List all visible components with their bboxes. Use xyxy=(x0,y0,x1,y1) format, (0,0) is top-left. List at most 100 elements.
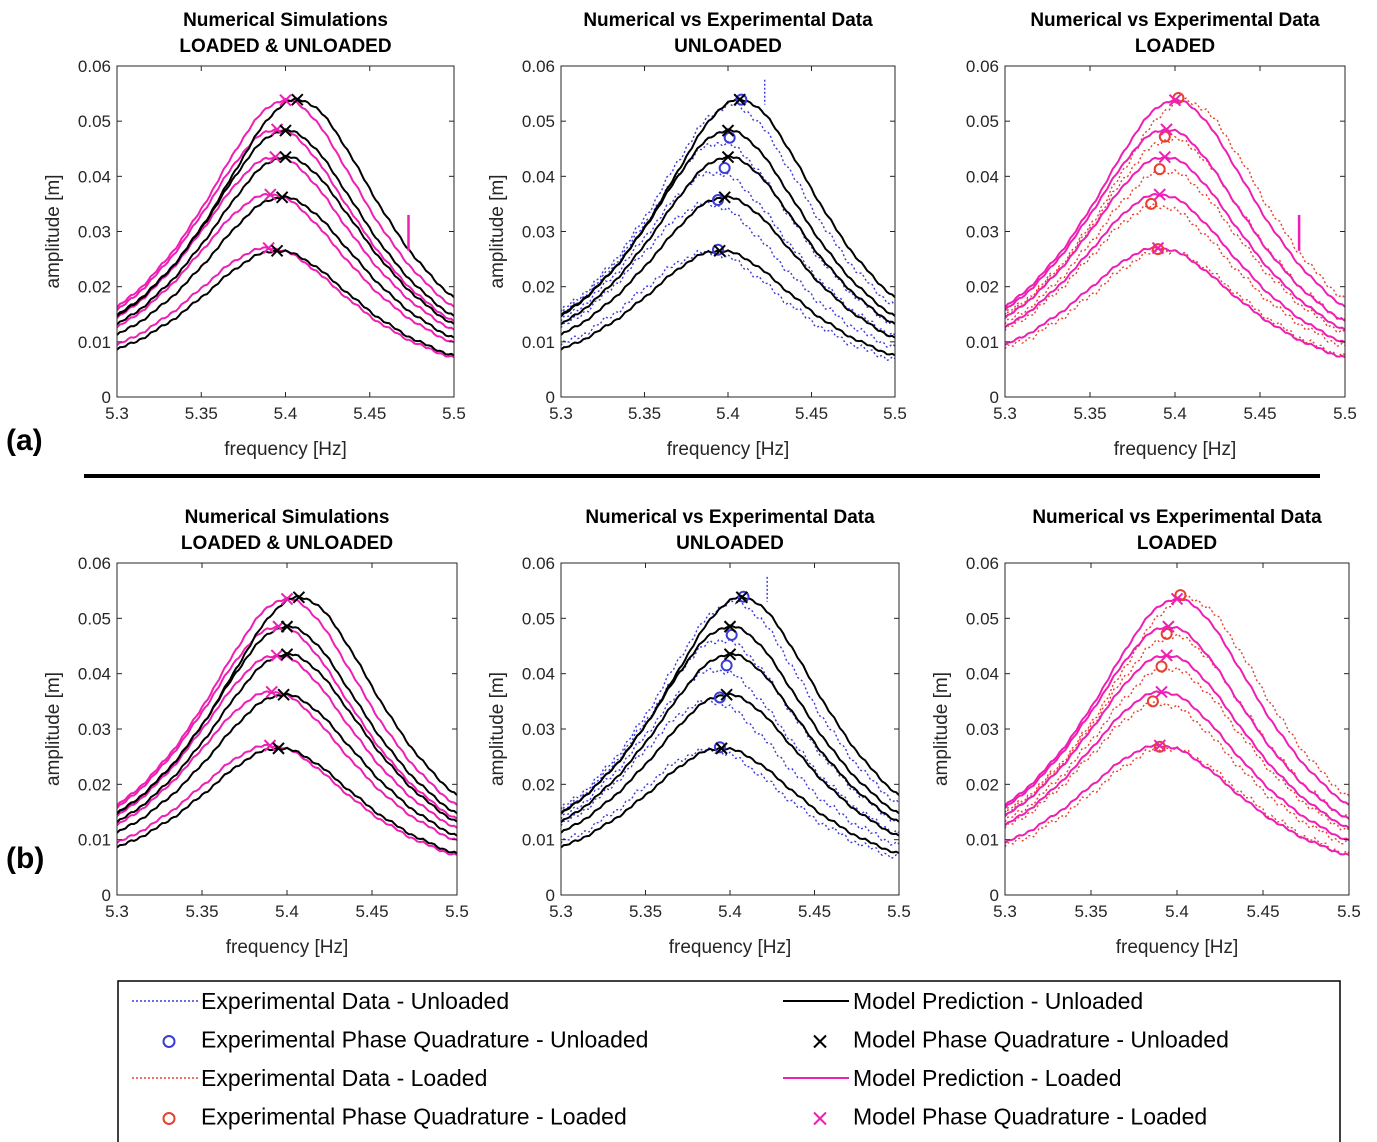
model-phase-quadrature-loaded-marker xyxy=(270,649,284,662)
plot-area xyxy=(561,576,899,859)
y-tick-label: 0.05 xyxy=(966,609,999,628)
model-unloaded-line xyxy=(117,97,454,317)
x-tick-label: 5.5 xyxy=(887,902,911,921)
experimental-phase-quadrature-unloaded-marker xyxy=(735,93,748,106)
chart-title-line: UNLOADED xyxy=(674,36,782,57)
model-unloaded-line xyxy=(117,249,454,357)
y-tick-label: 0 xyxy=(990,886,999,905)
legend: Experimental Data - Unloaded Model Predic… xyxy=(117,980,1341,1142)
legend-item: Model Prediction - Loaded xyxy=(783,1065,1122,1091)
experimental-loaded-line xyxy=(1005,700,1349,845)
plot-area xyxy=(1005,594,1349,856)
axes-box xyxy=(1004,65,1346,398)
experimental-unloaded-line xyxy=(561,698,899,846)
model-phase-quadrature-loaded-marker xyxy=(265,685,278,699)
x-tick-label: 5.45 xyxy=(355,902,388,921)
x-tick-label: 5.35 xyxy=(185,902,218,921)
y-tick-label: 0.06 xyxy=(522,554,555,573)
x-tick-label: 5.5 xyxy=(1337,902,1361,921)
model-unloaded-line xyxy=(561,154,895,326)
y-tick-label: 0 xyxy=(546,886,555,905)
model-loaded-line xyxy=(1005,625,1349,820)
model-unloaded-line xyxy=(117,746,457,854)
y-tick-label: 0.03 xyxy=(78,223,111,242)
model-phase-quadrature-unloaded-marker xyxy=(723,648,737,661)
x-tick-label: 5.3 xyxy=(105,404,129,423)
legend-item: Experimental Phase Quadrature - Loaded xyxy=(162,1104,627,1130)
x-tick-label: 5.45 xyxy=(1243,404,1276,423)
chart-title-line: Numerical vs Experimental Data xyxy=(585,507,875,528)
panels: Numerical Simulations LOADED & UNLOADED 5.… xyxy=(43,10,1361,958)
y-axis-label: amplitude [m] xyxy=(43,672,64,786)
experimental-loaded-line xyxy=(1005,135,1345,321)
row-label-b: (b) xyxy=(6,842,44,875)
chart-title-line: LOADED & UNLOADED xyxy=(181,533,393,554)
legend-item: Model Phase Quadrature - Loaded xyxy=(813,1104,1207,1130)
y-tick-label: 0.06 xyxy=(78,57,111,76)
experimental-phase-quadrature-unloaded-marker xyxy=(737,590,750,603)
axes-box xyxy=(1004,562,1350,896)
y-tick-label: 0 xyxy=(102,388,111,407)
plot-area xyxy=(117,97,454,359)
chart-title-line: Numerical Simulations xyxy=(183,10,388,31)
x-tick-label: 5.45 xyxy=(795,404,828,423)
y-tick-label: 0.04 xyxy=(78,665,111,684)
model-loaded-line xyxy=(117,654,457,829)
x-tick-label: 5.5 xyxy=(883,404,907,423)
model-phase-quadrature-unloaded-marker xyxy=(280,620,294,633)
model-phase-quadrature-unloaded-marker xyxy=(721,150,735,164)
legend-item: Model Phase Quadrature - Unloaded xyxy=(813,1027,1229,1053)
model-phase-quadrature-unloaded-marker xyxy=(723,620,737,633)
y-tick-label: 0.05 xyxy=(522,609,555,628)
y-axis-label: amplitude [m] xyxy=(487,174,508,288)
x-tick-label: 5.5 xyxy=(1333,404,1357,423)
y-tick-label: 0.05 xyxy=(966,112,999,131)
x-tick-label: 5.5 xyxy=(445,902,469,921)
legend-label: Experimental Data - Loaded xyxy=(201,1065,487,1091)
y-tick-label: 0.03 xyxy=(966,720,999,739)
legend-label: Model Prediction - Unloaded xyxy=(853,988,1143,1014)
model-unloaded-line xyxy=(561,594,899,815)
model-unloaded-line xyxy=(561,195,895,339)
legend-item: Experimental Data - Unloaded xyxy=(132,988,509,1014)
x-tick-label: 5.3 xyxy=(105,902,129,921)
model-phase-quadrature-loaded-marker xyxy=(1160,123,1173,136)
x-tick-label: 5.4 xyxy=(1165,902,1189,921)
y-tick-label: 0.03 xyxy=(522,223,555,242)
chart-title-line: Numerical Simulations xyxy=(185,507,390,528)
y-tick-label: 0.04 xyxy=(522,665,555,684)
legend-label: Experimental Phase Quadrature - Unloaded xyxy=(201,1027,648,1053)
model-phase-quadrature-loaded-marker xyxy=(1158,150,1172,164)
model-loaded-line xyxy=(1005,654,1349,829)
model-loaded-line xyxy=(117,192,454,344)
legend-label: Experimental Data - Unloaded xyxy=(201,988,509,1014)
experimental-phase-quadrature-loaded-marker xyxy=(1160,627,1173,640)
model-phase-quadrature-loaded-marker xyxy=(262,241,275,255)
legend-label: Model Phase Quadrature - Unloaded xyxy=(853,1027,1229,1053)
x-tick-label: 5.35 xyxy=(628,404,661,423)
experimental-unloaded-line xyxy=(561,599,899,810)
experimental-loaded-line xyxy=(1005,203,1345,347)
model-phase-quadrature-loaded-marker xyxy=(1168,93,1182,107)
experimental-loaded-line xyxy=(1005,666,1349,831)
plot-area xyxy=(1005,97,1345,359)
x-axis-label: frequency [Hz] xyxy=(226,937,349,958)
model-unloaded-line xyxy=(117,195,454,339)
y-tick-label: 0.02 xyxy=(522,775,555,794)
y-tick-label: 0.02 xyxy=(522,278,555,297)
x-tick-label: 5.4 xyxy=(275,902,299,921)
axes-box xyxy=(116,562,458,896)
y-tick-label: 0.02 xyxy=(966,278,999,297)
chart-panel-4: Numerical Simulations LOADED & UNLOADED 5.… xyxy=(43,507,469,958)
y-tick-label: 0 xyxy=(546,388,555,407)
model-phase-quadrature-loaded-marker xyxy=(280,592,294,606)
model-phase-quadrature-loaded-marker xyxy=(279,93,292,107)
experimental-phase-quadrature-loaded-marker xyxy=(1174,589,1187,602)
model-phase-quadrature-loaded-marker xyxy=(269,150,282,164)
y-axis-label: amplitude [m] xyxy=(487,672,508,786)
model-phase-quadrature-unloaded-marker xyxy=(733,93,746,106)
x-tick-label: 5.4 xyxy=(718,902,742,921)
legend-item: Experimental Data - Loaded xyxy=(132,1065,487,1091)
model-phase-quadrature-unloaded-marker xyxy=(715,742,728,755)
